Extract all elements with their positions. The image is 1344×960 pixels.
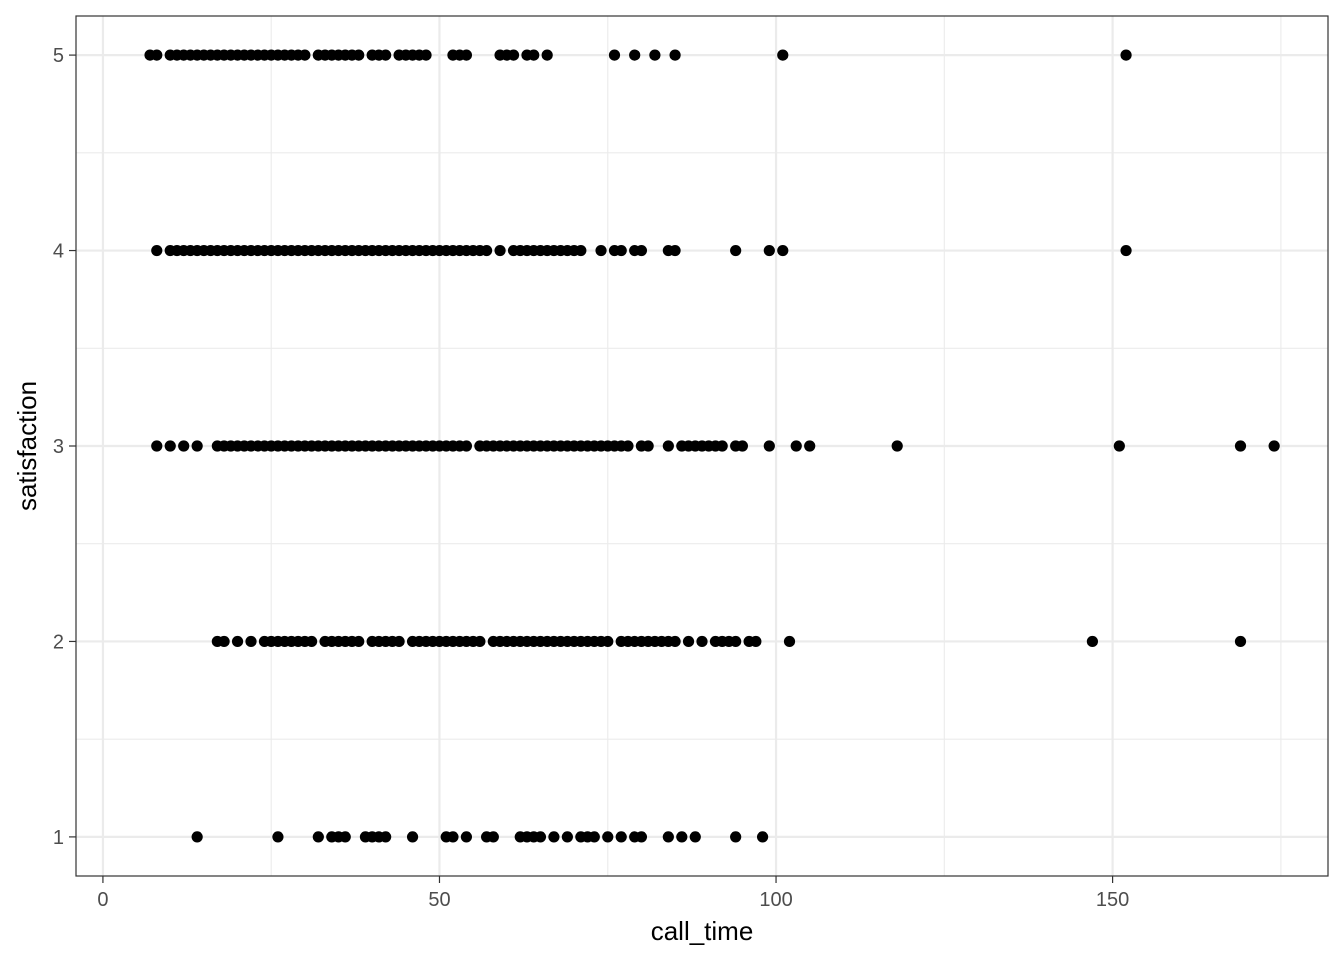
data-point	[622, 440, 634, 452]
data-point	[763, 244, 775, 257]
data-point	[642, 440, 654, 452]
data-point	[231, 635, 244, 648]
y-axis-ticks: 1 2 3 4 5	[53, 45, 76, 849]
data-point	[460, 831, 473, 843]
data-point	[447, 831, 459, 843]
y-tick-label: 2	[53, 631, 64, 653]
data-point	[481, 244, 493, 257]
data-point	[528, 49, 540, 61]
data-point	[608, 49, 621, 61]
data-point	[716, 440, 728, 452]
data-point	[1234, 440, 1247, 452]
data-point	[1120, 49, 1132, 61]
data-point	[339, 831, 351, 843]
data-point	[541, 49, 553, 61]
data-point	[649, 49, 661, 61]
y-tick-label: 3	[53, 436, 64, 458]
data-point	[474, 635, 486, 648]
data-point	[689, 831, 701, 843]
data-point	[763, 440, 775, 452]
data-point	[777, 49, 789, 61]
data-point	[629, 49, 641, 61]
data-point	[783, 635, 796, 648]
data-points	[144, 49, 1280, 843]
data-point	[272, 831, 284, 843]
data-point	[460, 440, 473, 452]
data-point	[662, 440, 674, 452]
data-point	[635, 244, 648, 257]
data-point	[635, 831, 648, 843]
data-point	[460, 49, 473, 61]
data-point	[1234, 635, 1247, 648]
data-point	[406, 831, 419, 843]
data-point	[494, 244, 506, 257]
data-point	[312, 831, 324, 843]
data-point	[669, 244, 681, 257]
data-point	[615, 831, 627, 843]
data-point	[756, 831, 769, 843]
data-point	[561, 831, 573, 843]
data-point	[353, 49, 365, 61]
data-point	[151, 244, 163, 257]
data-point	[1268, 440, 1280, 452]
data-point	[534, 831, 547, 843]
data-point	[676, 831, 688, 843]
data-point	[1113, 440, 1125, 452]
data-point	[178, 440, 190, 452]
y-tick-label: 4	[53, 241, 64, 263]
data-point	[750, 635, 762, 648]
x-tick-label: 100	[759, 889, 792, 911]
data-point	[305, 635, 318, 648]
data-point	[393, 635, 405, 648]
y-tick-label: 1	[53, 827, 64, 849]
data-point	[891, 440, 903, 452]
data-point	[804, 440, 816, 452]
x-axis-title: call_time	[651, 916, 754, 946]
data-point	[790, 440, 802, 452]
data-point	[602, 635, 614, 648]
x-tick-label: 50	[428, 889, 450, 911]
data-point	[380, 49, 392, 61]
data-point	[151, 49, 163, 61]
data-point	[1086, 635, 1099, 648]
data-point	[588, 831, 600, 843]
data-point	[191, 440, 203, 452]
data-point	[548, 831, 560, 843]
data-point	[164, 440, 176, 452]
data-point	[736, 440, 748, 452]
data-point	[575, 244, 587, 257]
data-point	[420, 49, 432, 61]
data-point	[151, 440, 163, 452]
x-tick-label: 0	[97, 889, 108, 911]
data-point	[662, 831, 674, 843]
data-point	[380, 831, 392, 843]
data-point	[1120, 244, 1132, 257]
data-point	[299, 49, 311, 61]
data-point	[777, 244, 789, 257]
data-point	[696, 635, 708, 648]
x-tick-label: 150	[1096, 889, 1129, 911]
data-point	[595, 244, 607, 257]
y-axis-title: satisfaction	[12, 381, 42, 511]
x-axis-ticks: 0 50 100 150	[97, 876, 1129, 911]
data-point	[730, 635, 742, 648]
data-point	[669, 49, 681, 61]
data-point	[353, 635, 365, 648]
data-point	[218, 635, 230, 648]
data-point	[602, 831, 614, 843]
data-point	[507, 49, 520, 61]
y-tick-label: 5	[53, 45, 64, 67]
data-point	[669, 635, 681, 648]
data-point	[730, 244, 742, 257]
data-point	[191, 831, 203, 843]
data-point	[682, 635, 695, 648]
data-point	[245, 635, 257, 648]
data-point	[730, 831, 742, 843]
data-point	[615, 244, 627, 257]
data-point	[487, 831, 499, 843]
